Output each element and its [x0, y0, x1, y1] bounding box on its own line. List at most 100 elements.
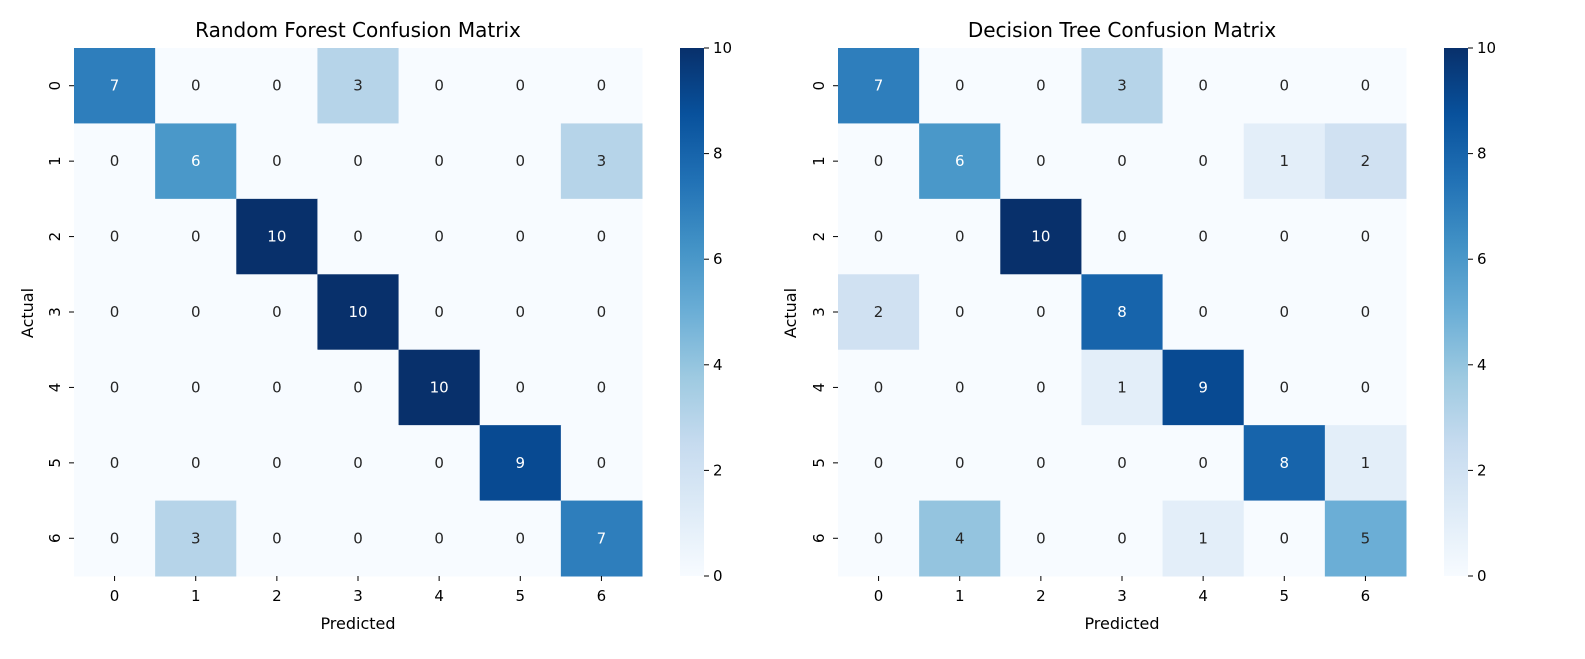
cell-value-label: 0: [1280, 303, 1290, 321]
y-tick-label: 0: [810, 81, 828, 91]
cell-value-label: 0: [1280, 378, 1290, 396]
heatmap-cell: [560, 425, 643, 502]
heatmap-cell: [919, 198, 1001, 275]
cell-value-label: 0: [272, 529, 282, 547]
colorbar-tick-label: 4: [713, 356, 723, 374]
cell-value-label: 0: [1117, 529, 1127, 547]
heatmap-cell: [398, 123, 481, 200]
heatmap-cell: [1324, 500, 1407, 577]
heatmap-cell: [1000, 349, 1082, 426]
cell-value-label: 6: [191, 152, 201, 170]
cell-value-label: 0: [110, 378, 120, 396]
colorbar-tick-label: 4: [1477, 356, 1487, 374]
cell-value-label: 0: [955, 228, 965, 246]
x-tick-label: 1: [191, 587, 201, 605]
cell-value-label: 0: [110, 454, 120, 472]
heatmap-cell: [236, 198, 318, 275]
x-tick-label: 6: [1361, 587, 1371, 605]
cell-value-label: 0: [1361, 228, 1371, 246]
cell-value-label: 0: [110, 228, 120, 246]
cell-value-label: 0: [110, 152, 120, 170]
cell-value-label: 1: [1117, 378, 1127, 396]
colorbar-gradient: [680, 48, 704, 576]
colorbar-tick-label: 0: [713, 567, 723, 585]
heatmap-cell: [1243, 48, 1326, 124]
cell-value-label: 0: [191, 303, 201, 321]
heatmap-cell: [838, 123, 920, 200]
cell-value-label: 0: [516, 152, 526, 170]
heatmap-cell: [479, 198, 562, 275]
cell-value-label: 8: [1280, 454, 1290, 472]
heatmap-cell: [1243, 123, 1326, 200]
heatmap-cell: [1243, 349, 1326, 426]
y-tick-label: 4: [46, 383, 64, 393]
colorbar-tick-label: 10: [713, 39, 732, 57]
heatmap-cell: [1324, 274, 1407, 351]
cell-value-label: 0: [353, 454, 363, 472]
y-tick-label: 0: [46, 81, 64, 91]
x-tick-label: 5: [1280, 587, 1290, 605]
cell-value-label: 3: [191, 529, 201, 547]
heatmap-cell: [1000, 274, 1082, 351]
cell-value-label: 0: [874, 529, 884, 547]
y-axis-label: Actual: [18, 288, 37, 338]
colorbar-tick-label: 6: [713, 250, 723, 268]
heatmap-cell: [1243, 198, 1326, 275]
heatmap-cell: [919, 500, 1001, 577]
cell-value-label: 0: [874, 454, 884, 472]
y-tick-label: 6: [46, 534, 64, 544]
heatmap-panel-decision-tree: Decision Tree Confusion Matrix 7 0 0 3 0 0 0 0 6…: [781, 18, 1496, 633]
heatmap-cell: [479, 274, 562, 351]
colorbar: 0 2 4 6 8 10: [680, 39, 732, 585]
cell-value-label: 0: [191, 228, 201, 246]
cell-value-label: 0: [597, 303, 607, 321]
heatmap-cell: [919, 123, 1001, 200]
heatmap-cell: [236, 48, 318, 124]
x-tick-label: 6: [597, 587, 607, 605]
heatmap-cell: [1324, 198, 1407, 275]
heatmap-cell: [74, 123, 156, 200]
heatmap-cell: [560, 274, 643, 351]
heatmap-cell: [236, 425, 318, 502]
heatmap-cell: [1162, 349, 1245, 426]
y-tick-label: 1: [46, 156, 64, 166]
heatmap-cell: [155, 48, 237, 124]
cell-value-label: 0: [874, 152, 884, 170]
heatmap-cell: [1081, 500, 1164, 577]
heatmap-cell: [236, 500, 318, 577]
cell-value-label: 5: [1361, 529, 1371, 547]
heatmap-cell: [479, 425, 562, 502]
cell-value-label: 1: [1361, 454, 1371, 472]
heatmap-cell: [838, 500, 920, 577]
x-tick-label: 4: [1198, 587, 1208, 605]
y-tick-label: 5: [810, 458, 828, 468]
heatmap-cell: [317, 349, 400, 426]
colorbar-tick-label: 10: [1477, 39, 1496, 57]
cell-value-label: 0: [353, 152, 363, 170]
cell-value-label: 0: [434, 529, 444, 547]
cell-value-label: 0: [1036, 303, 1046, 321]
cell-value-label: 2: [874, 303, 884, 321]
cell-value-label: 0: [597, 454, 607, 472]
cell-value-label: 0: [1198, 152, 1208, 170]
cell-value-label: 0: [272, 454, 282, 472]
heatmap-cell: [398, 198, 481, 275]
x-tick-label: 2: [272, 587, 282, 605]
cell-value-label: 0: [1117, 454, 1127, 472]
heatmap-cell: [560, 48, 643, 124]
cell-value-label: 0: [353, 378, 363, 396]
heatmap-cell: [1162, 500, 1245, 577]
cell-value-label: 0: [353, 529, 363, 547]
x-tick-label: 3: [353, 587, 363, 605]
cell-value-label: 10: [267, 228, 286, 246]
colorbar-tick-label: 0: [1477, 567, 1487, 585]
x-axis: 0 1 2 3 4 5 6: [110, 576, 606, 605]
cell-value-label: 0: [272, 152, 282, 170]
heatmap-cell: [1162, 274, 1245, 351]
cell-value-label: 0: [1280, 77, 1290, 95]
cell-value-label: 0: [1036, 529, 1046, 547]
heatmap-cell: [74, 198, 156, 275]
y-tick-label: 2: [810, 232, 828, 242]
heatmap-cell: [74, 349, 156, 426]
heatmap-cell: [74, 48, 156, 124]
